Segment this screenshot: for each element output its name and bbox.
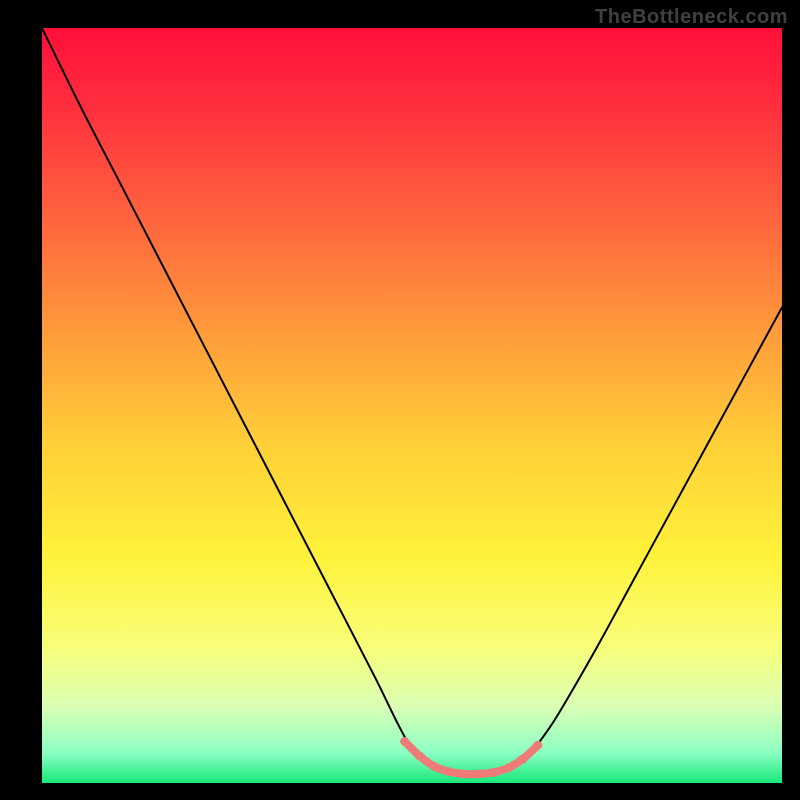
bottleneck-curve-chart: [0, 0, 800, 800]
highlight-marker: [489, 768, 498, 777]
highlight-marker: [445, 767, 454, 776]
outer-frame: TheBottleneck.com: [0, 0, 800, 800]
highlight-marker: [519, 754, 528, 763]
highlight-marker: [430, 762, 439, 771]
gradient-background: [42, 28, 782, 783]
highlight-marker: [533, 741, 542, 750]
highlight-marker: [400, 737, 409, 746]
highlight-marker: [474, 769, 483, 778]
highlight-marker: [504, 763, 513, 772]
highlight-marker: [415, 751, 424, 760]
highlight-marker: [459, 769, 468, 778]
